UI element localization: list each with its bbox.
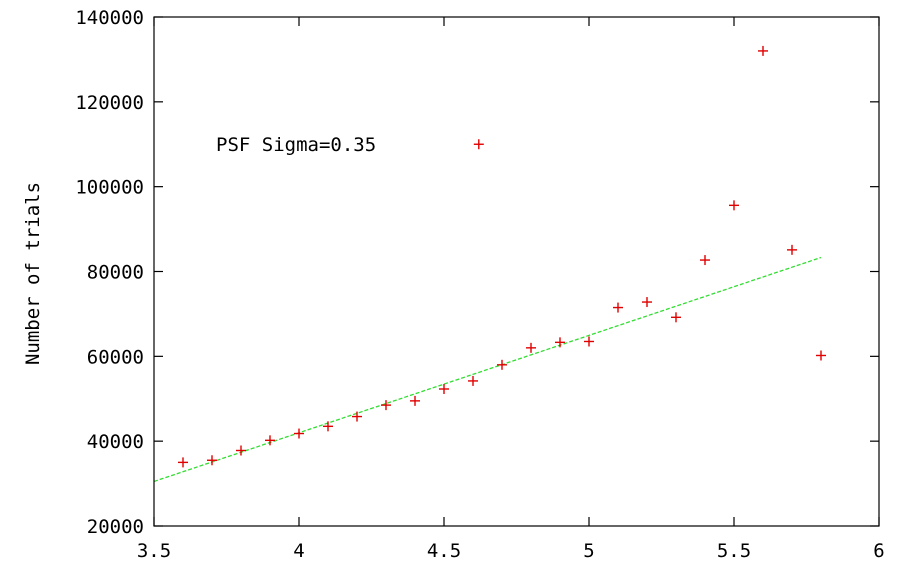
data-point-18 bbox=[671, 312, 681, 323]
data-point-20 bbox=[729, 200, 739, 211]
y-tick-label-1: 40000 bbox=[87, 431, 144, 453]
x-tick-label-4: 5.5 bbox=[717, 540, 751, 562]
data-point-16 bbox=[613, 302, 623, 313]
x-tick-label-5: 6 bbox=[873, 540, 884, 562]
data-point-2 bbox=[236, 445, 246, 456]
axis-ticks-layer bbox=[153, 16, 880, 527]
data-point-10 bbox=[468, 375, 478, 386]
x-tick-label-1: 4 bbox=[293, 540, 304, 562]
data-point-14 bbox=[555, 337, 565, 348]
psf-sigma-annotation: PSF Sigma=0.35 bbox=[216, 134, 376, 156]
y-tick-label-0: 20000 bbox=[87, 516, 144, 538]
x-tick-labels: 3.5 4 4.5 5 5.5 6 bbox=[137, 540, 885, 562]
y-tick-label-5: 120000 bbox=[75, 92, 144, 114]
y-tick-labels: 20000 40000 60000 80000 100000 120000 140000 bbox=[75, 7, 144, 538]
fit-line-layer bbox=[153, 256, 822, 483]
y-tick-label-6: 140000 bbox=[75, 7, 144, 29]
fit-line bbox=[153, 256, 822, 483]
data-points-layer bbox=[178, 45, 826, 468]
y-tick-label-2: 60000 bbox=[87, 346, 144, 368]
y-axis-title: Number of trials bbox=[22, 182, 44, 365]
x-tick-label-2: 4.5 bbox=[427, 540, 461, 562]
data-point-5 bbox=[323, 421, 333, 432]
data-point-22 bbox=[787, 244, 797, 255]
data-point-9 bbox=[439, 383, 449, 394]
data-point-23 bbox=[816, 350, 826, 361]
data-point-0 bbox=[178, 457, 188, 468]
data-point-7 bbox=[381, 400, 391, 411]
x-tick-label-3: 5 bbox=[583, 540, 594, 562]
data-point-4 bbox=[294, 428, 304, 439]
data-point-17 bbox=[642, 297, 652, 308]
x-tick-label-0: 3.5 bbox=[137, 540, 171, 562]
data-point-1 bbox=[207, 455, 217, 466]
data-point-8 bbox=[410, 395, 420, 406]
data-point-21 bbox=[758, 45, 768, 56]
data-point-6 bbox=[352, 411, 362, 422]
y-tick-label-3: 80000 bbox=[87, 262, 144, 284]
data-point-19 bbox=[700, 255, 710, 266]
y-tick-label-4: 100000 bbox=[75, 177, 144, 199]
data-point-13 bbox=[526, 342, 536, 353]
data-point-11 bbox=[473, 139, 484, 150]
data-point-3 bbox=[265, 435, 275, 446]
data-point-15 bbox=[584, 336, 594, 347]
plot-frame bbox=[153, 16, 880, 527]
data-point-12 bbox=[497, 359, 507, 370]
